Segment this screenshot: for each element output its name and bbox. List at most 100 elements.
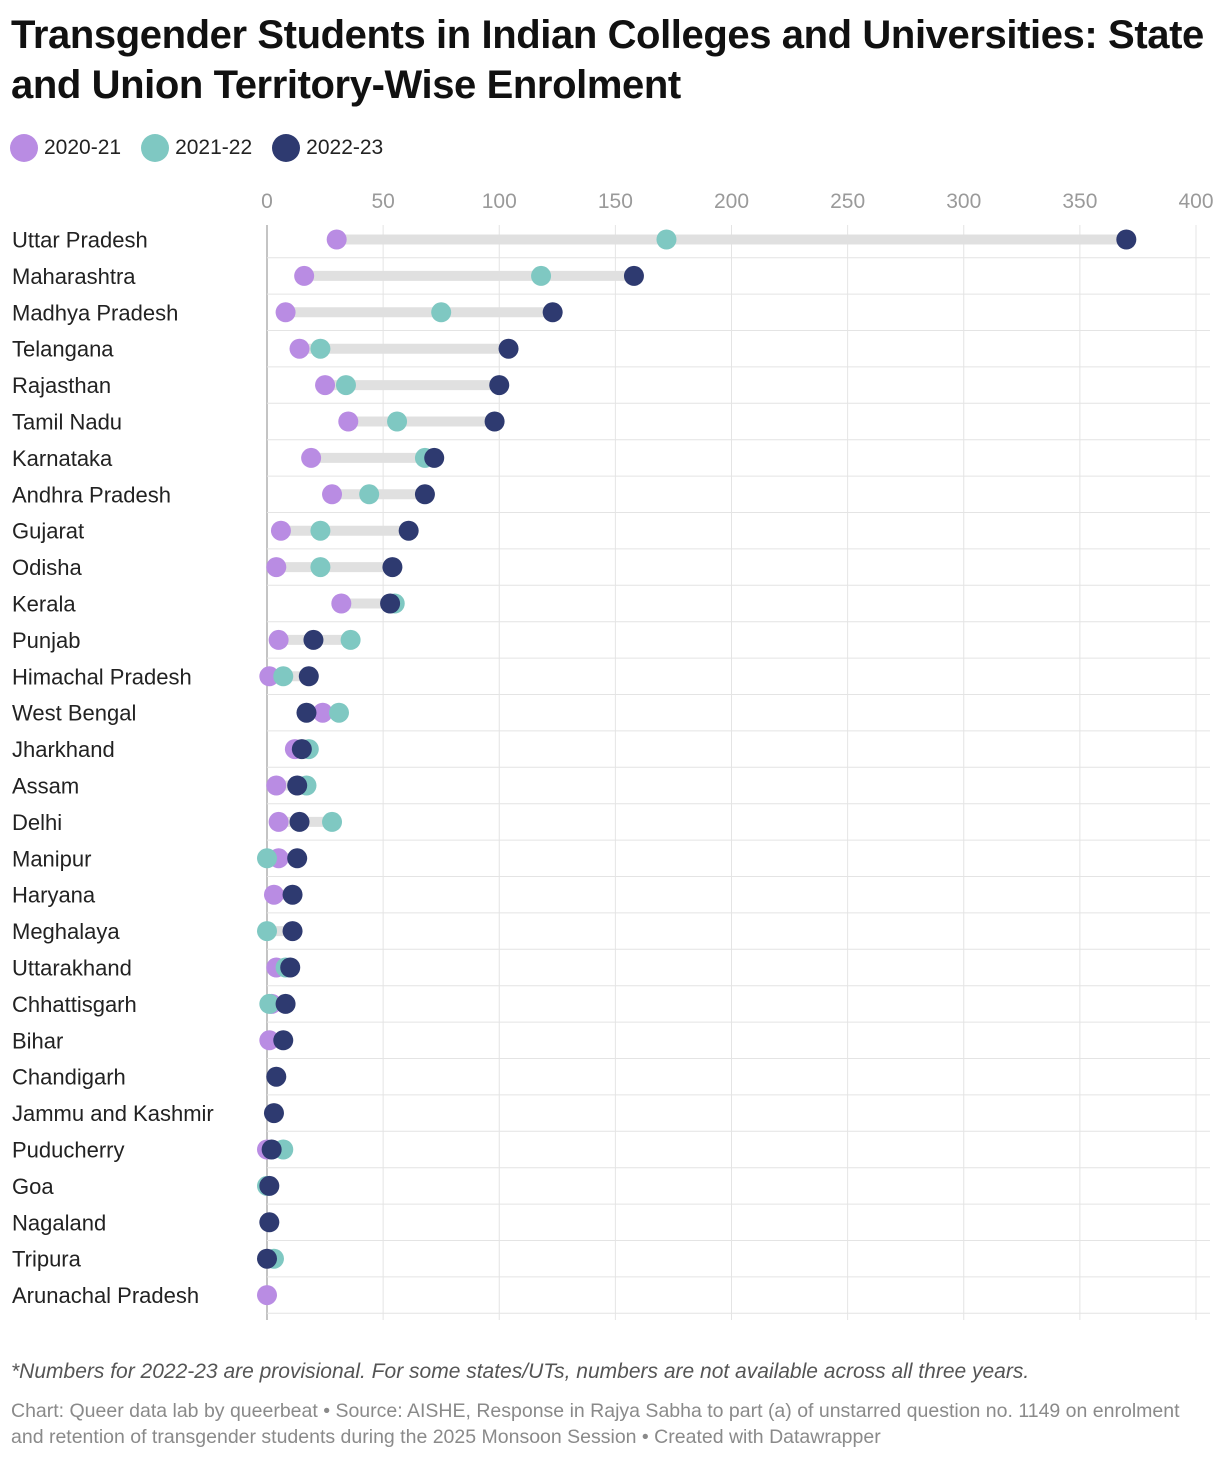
category-label: Chhattisgarh xyxy=(12,992,137,1017)
dot-2021-22 xyxy=(531,265,552,286)
dot-2022-23 xyxy=(298,666,319,687)
dot-2022-23 xyxy=(291,739,312,760)
category-label: Odisha xyxy=(12,555,82,580)
dot-2022-23 xyxy=(273,1030,294,1051)
legend: 2020-21 2021-22 2022-23 xyxy=(10,132,403,164)
legend-label-2020-21: 2020-21 xyxy=(44,136,122,159)
x-tick-label-150: 150 xyxy=(598,190,633,213)
dot-2021-22 xyxy=(335,375,356,396)
dot-2020-21 xyxy=(268,629,289,650)
category-label: Chandigarh xyxy=(12,1065,126,1090)
x-tick-label-100: 100 xyxy=(482,190,517,213)
dot-2022-23 xyxy=(303,629,324,650)
dot-2020-21 xyxy=(266,557,287,578)
dot-2022-23 xyxy=(498,338,519,359)
dot-range-chart: 0 50 100 150 200 250 300 350 400 Uttar Pradesh Mah… xyxy=(12,190,1214,1320)
dot-2022-23 xyxy=(266,1066,287,1087)
category-label: Rajasthan xyxy=(12,373,111,398)
dot-2022-23 xyxy=(275,993,296,1014)
category-label: Punjab xyxy=(12,628,81,653)
dot-2021-22 xyxy=(322,811,343,832)
dot-2022-23 xyxy=(289,811,310,832)
dot-2022-23 xyxy=(623,265,644,286)
dot-2020-21 xyxy=(259,666,280,687)
dot-2021-22 xyxy=(259,993,280,1014)
category-label: Puducherry xyxy=(12,1138,125,1163)
x-tick-label-250: 250 xyxy=(830,190,865,213)
category-label: Uttarakhand xyxy=(12,956,132,981)
x-tick-label-400: 400 xyxy=(1178,190,1213,213)
dot-2020-21 xyxy=(289,338,310,359)
dot-2021-22 xyxy=(359,484,380,505)
category-label: Uttar Pradesh xyxy=(12,228,148,253)
legend-item-2022-23: 2022-23 xyxy=(272,134,383,162)
x-tick-label-0: 0 xyxy=(261,190,273,213)
dot-2021-22 xyxy=(431,302,452,323)
dot-2020-21 xyxy=(257,1285,277,1306)
x-tick-label-350: 350 xyxy=(1062,190,1097,213)
x-tick-label-50: 50 xyxy=(371,190,394,213)
dot-2020-21 xyxy=(263,884,284,905)
category-label: Telangana xyxy=(12,337,114,362)
category-label: Goa xyxy=(12,1174,54,1199)
dot-2022-23 xyxy=(380,593,401,614)
category-label: Manipur xyxy=(12,846,91,871)
dot-2022-23 xyxy=(489,375,510,396)
category-label: Tripura xyxy=(12,1247,82,1272)
category-label: Maharashtra xyxy=(12,264,136,289)
category-label: Meghalaya xyxy=(12,919,120,944)
legend-swatch-2021-22 xyxy=(141,134,170,162)
dot-2022-23 xyxy=(263,1103,284,1124)
category-label: Kerala xyxy=(12,592,76,617)
dot-2022-23 xyxy=(296,702,317,723)
legend-label-2021-22: 2021-22 xyxy=(175,136,253,159)
dot-2020-21 xyxy=(275,302,296,323)
dot-2021-22 xyxy=(340,629,361,650)
dot-2022-23 xyxy=(259,1212,280,1233)
x-tick-label-200: 200 xyxy=(714,190,749,213)
dot-2020-21 xyxy=(331,593,352,614)
dot-2020-21 xyxy=(259,1030,280,1051)
dot-2022-23 xyxy=(287,775,308,796)
dot-2020-21 xyxy=(322,484,343,505)
category-label: Jharkhand xyxy=(12,737,115,762)
dot-2022-23 xyxy=(257,1248,277,1269)
dot-2020-21 xyxy=(268,811,289,832)
dot-2021-22 xyxy=(656,229,677,250)
legend-swatch-2020-21 xyxy=(10,134,38,162)
source-line: Chart: Queer data lab by queerbeat • Sou… xyxy=(11,1400,1180,1448)
dot-2020-21 xyxy=(326,229,347,250)
dot-2022-23 xyxy=(282,921,303,942)
dot-2022-23 xyxy=(261,1139,282,1160)
dot-2021-22 xyxy=(310,557,331,578)
dot-2021-22 xyxy=(273,666,294,687)
legend-label-2022-23: 2022-23 xyxy=(306,136,384,159)
category-label: Arunachal Pradesh xyxy=(12,1283,199,1308)
dot-2022-23 xyxy=(424,447,445,468)
chart-title: Transgender Students in Indian Colleges … xyxy=(11,13,1204,107)
category-label: Delhi xyxy=(12,810,62,835)
category-label: West Bengal xyxy=(12,701,136,726)
dot-2020-21 xyxy=(338,411,359,432)
legend-item-2021-22: 2021-22 xyxy=(141,134,252,162)
dot-2020-21 xyxy=(270,520,291,541)
dot-2020-21 xyxy=(312,702,333,723)
x-tick-label-300: 300 xyxy=(946,190,981,213)
category-label: Bihar xyxy=(12,1028,63,1053)
category-label: Jammu and Kashmir xyxy=(12,1101,214,1126)
dot-2021-22 xyxy=(257,848,277,869)
dot-2020-21 xyxy=(294,265,315,286)
dot-2022-23 xyxy=(398,520,419,541)
dot-2022-23 xyxy=(414,484,435,505)
category-label: Assam xyxy=(12,774,79,799)
dot-2021-22 xyxy=(387,411,408,432)
category-label: Tamil Nadu xyxy=(12,410,122,435)
dot-2022-23 xyxy=(259,1175,280,1196)
category-label: Karnataka xyxy=(12,446,113,471)
dot-2020-21 xyxy=(315,375,336,396)
legend-swatch-2022-23 xyxy=(272,134,301,162)
category-label: Madhya Pradesh xyxy=(12,300,178,325)
dot-2022-23 xyxy=(382,557,403,578)
dot-2022-23 xyxy=(287,848,308,869)
dot-2022-23 xyxy=(484,411,505,432)
